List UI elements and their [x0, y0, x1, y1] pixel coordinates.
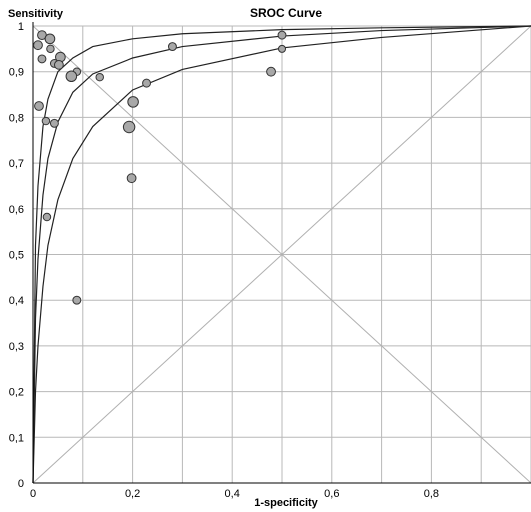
- study-point: [33, 40, 43, 51]
- y-tick-label: 0,8: [9, 112, 24, 124]
- chart-title: SROC Curve: [250, 6, 322, 20]
- x-axis-label: 1-specificity: [254, 497, 318, 509]
- reference-lines: [32, 25, 531, 484]
- study-point: [266, 66, 276, 77]
- study-point: [127, 96, 139, 108]
- study-points: [33, 30, 287, 305]
- study-point: [72, 295, 82, 305]
- study-point: [46, 44, 55, 54]
- x-tick-label: 0,4: [225, 488, 240, 500]
- study-point: [167, 42, 177, 52]
- study-point: [49, 118, 59, 128]
- study-point: [65, 70, 78, 83]
- study-point: [37, 54, 47, 64]
- tick-labels: 0 0,2 0,4 0,6 0,8 0 0,1 0,2 0,3 0,4 0,5 0,6 0,7 0,8 0,…: [9, 21, 439, 500]
- x-tick-label: 0,2: [125, 488, 140, 500]
- study-point: [34, 101, 44, 111]
- y-tick-label: 0,5: [9, 250, 24, 262]
- study-point: [122, 120, 136, 134]
- study-point: [142, 78, 152, 88]
- y-tick-label: 0,3: [9, 341, 24, 353]
- x-tick-label: 0,8: [424, 488, 439, 500]
- y-tick-label: 0,4: [9, 295, 24, 307]
- study-point: [41, 116, 51, 126]
- y-tick-label: 1: [18, 21, 24, 33]
- study-point: [126, 173, 137, 184]
- study-point: [277, 44, 287, 53]
- y-tick-label: 0: [18, 478, 24, 490]
- y-axis-label: Sensitivity: [8, 8, 64, 20]
- study-point: [42, 212, 52, 222]
- y-tick-label: 0,1: [9, 432, 24, 444]
- study-point: [277, 30, 287, 40]
- study-point: [44, 33, 56, 45]
- grid-lines: [32, 25, 531, 484]
- x-tick-label: 0: [30, 488, 36, 500]
- axes: [32, 22, 531, 484]
- y-tick-label: 0,9: [9, 67, 24, 79]
- study-point: [95, 72, 104, 82]
- y-tick-label: 0,7: [9, 158, 24, 170]
- sroc-curve: [32, 25, 531, 484]
- x-tick-label: 0,6: [324, 488, 339, 500]
- y-tick-label: 0,6: [9, 204, 24, 216]
- q-star-diagonal: [32, 25, 531, 484]
- study-point: [53, 59, 64, 70]
- y-tick-label: 0,2: [9, 387, 24, 399]
